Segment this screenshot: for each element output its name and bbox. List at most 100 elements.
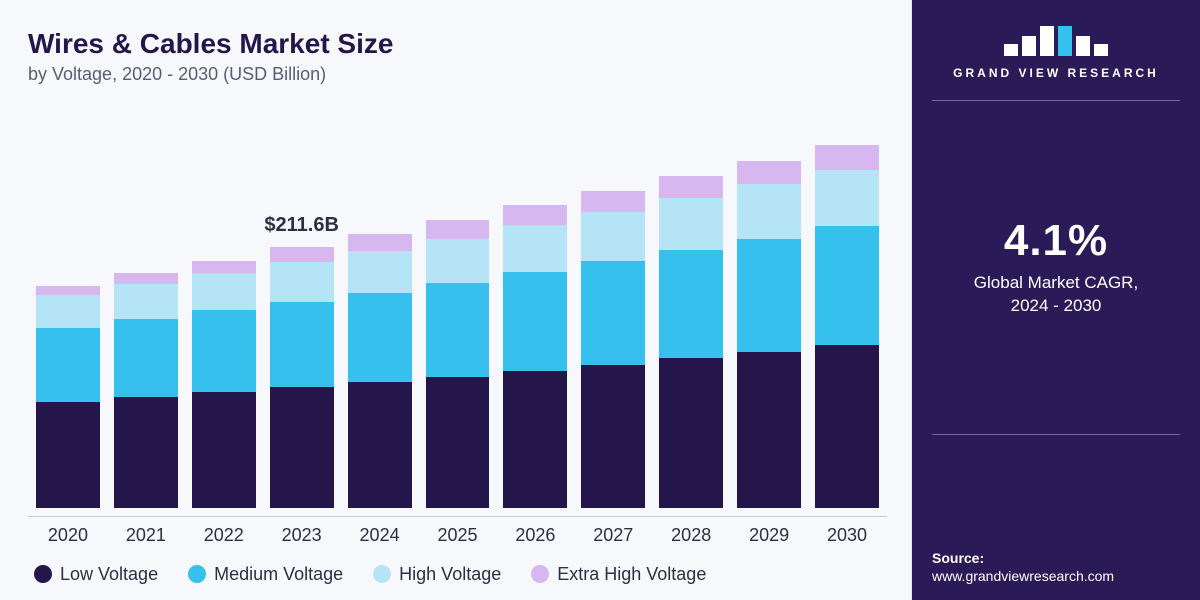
bar-segment bbox=[737, 184, 801, 238]
bar-stack bbox=[815, 145, 879, 508]
bar-segment bbox=[659, 358, 723, 507]
bar-stack bbox=[581, 191, 645, 508]
bar-segment bbox=[426, 283, 490, 377]
x-tick: 2024 bbox=[348, 525, 412, 546]
x-tick: 2027 bbox=[581, 525, 645, 546]
cagr-block: 4.1% Global Market CAGR, 2024 - 2030 bbox=[974, 216, 1138, 318]
bar-segment bbox=[114, 284, 178, 319]
bar-column bbox=[581, 191, 645, 508]
bar-column bbox=[815, 145, 879, 508]
divider bbox=[932, 434, 1180, 435]
bar-column bbox=[114, 273, 178, 507]
divider bbox=[932, 100, 1180, 101]
bar-segment bbox=[270, 387, 334, 508]
legend-label: Extra High Voltage bbox=[557, 564, 706, 585]
bar-segment bbox=[737, 352, 801, 507]
bar-segment bbox=[503, 225, 567, 272]
side-panel: GRAND VIEW RESEARCH 4.1% Global Market C… bbox=[912, 0, 1200, 600]
legend-label: Low Voltage bbox=[60, 564, 158, 585]
chart-panel: Wires & Cables Market Size by Voltage, 2… bbox=[0, 0, 912, 600]
x-tick: 2023 bbox=[270, 525, 334, 546]
bar-segment bbox=[348, 234, 412, 251]
bar-segment bbox=[659, 176, 723, 198]
bar-segment bbox=[36, 286, 100, 296]
bar-stack bbox=[36, 286, 100, 508]
legend-item: Medium Voltage bbox=[188, 564, 343, 585]
bar-stack bbox=[503, 205, 567, 507]
bar-segment bbox=[270, 302, 334, 387]
bar-segment bbox=[581, 261, 645, 365]
x-tick: 2026 bbox=[503, 525, 567, 546]
bar-segment bbox=[737, 239, 801, 352]
bar-segment bbox=[815, 170, 879, 227]
bar-stack bbox=[659, 176, 723, 508]
plot-area: $211.6B bbox=[28, 95, 887, 517]
bar-segment bbox=[348, 251, 412, 293]
bar-stack bbox=[192, 261, 256, 508]
x-tick: 2025 bbox=[426, 525, 490, 546]
bar-segment bbox=[192, 273, 256, 310]
bar-segment bbox=[581, 191, 645, 212]
bar-segment bbox=[426, 220, 490, 239]
bar-stack bbox=[270, 247, 334, 508]
bar-segment bbox=[36, 295, 100, 327]
brand-name: GRAND VIEW RESEARCH bbox=[953, 66, 1159, 80]
bar-stack bbox=[426, 220, 490, 507]
bar-column bbox=[503, 205, 567, 507]
bar-segment bbox=[36, 402, 100, 508]
bar-segment bbox=[503, 371, 567, 508]
legend-swatch-icon bbox=[531, 565, 549, 583]
bar-segment bbox=[114, 273, 178, 284]
bar-segment bbox=[426, 377, 490, 508]
bar-segment bbox=[426, 239, 490, 283]
bar-segment bbox=[815, 145, 879, 170]
chart-subtitle: by Voltage, 2020 - 2030 (USD Billion) bbox=[28, 64, 887, 85]
x-axis: 2020202120222023202420252026202720282029… bbox=[28, 517, 887, 546]
legend-label: Medium Voltage bbox=[214, 564, 343, 585]
bar-segment bbox=[192, 310, 256, 391]
legend-item: Low Voltage bbox=[34, 564, 158, 585]
x-tick: 2022 bbox=[192, 525, 256, 546]
bar-column bbox=[426, 220, 490, 507]
bar-segment bbox=[348, 382, 412, 508]
bar-segment bbox=[659, 250, 723, 359]
bar-segment bbox=[503, 205, 567, 225]
bar-stack bbox=[737, 161, 801, 508]
bar-segment bbox=[737, 161, 801, 184]
bar-stack bbox=[114, 273, 178, 507]
x-tick: 2030 bbox=[815, 525, 879, 546]
bar-column bbox=[659, 176, 723, 508]
cagr-label: Global Market CAGR, 2024 - 2030 bbox=[974, 272, 1138, 318]
source-block: Source: www.grandviewresearch.com bbox=[932, 550, 1180, 584]
x-tick: 2029 bbox=[737, 525, 801, 546]
legend-swatch-icon bbox=[34, 565, 52, 583]
bar-segment bbox=[659, 198, 723, 250]
bar-column bbox=[192, 261, 256, 508]
callout-label: $211.6B bbox=[264, 214, 339, 237]
x-tick: 2028 bbox=[659, 525, 723, 546]
legend-item: Extra High Voltage bbox=[531, 564, 706, 585]
cagr-value: 4.1% bbox=[974, 216, 1138, 266]
legend-label: High Voltage bbox=[399, 564, 501, 585]
bar-segment bbox=[36, 328, 100, 402]
legend-swatch-icon bbox=[373, 565, 391, 583]
bar-segment bbox=[192, 261, 256, 273]
bar-segment bbox=[815, 345, 879, 508]
source-url: www.grandviewresearch.com bbox=[932, 568, 1180, 584]
legend-swatch-icon bbox=[188, 565, 206, 583]
bar-column bbox=[737, 161, 801, 508]
bar-segment bbox=[270, 262, 334, 301]
bar-segment bbox=[815, 226, 879, 344]
bar-segment bbox=[503, 272, 567, 371]
bar-segment bbox=[581, 212, 645, 261]
bar-segment bbox=[270, 247, 334, 263]
bar-segment bbox=[348, 293, 412, 382]
brand-logo: GRAND VIEW RESEARCH bbox=[953, 26, 1159, 80]
x-tick: 2021 bbox=[114, 525, 178, 546]
bar-stack bbox=[348, 234, 412, 508]
bar-column: $211.6B bbox=[270, 247, 334, 508]
chart-title: Wires & Cables Market Size bbox=[28, 28, 887, 60]
bar-column bbox=[348, 234, 412, 508]
legend: Low Voltage Medium Voltage High Voltage Ext… bbox=[28, 564, 887, 585]
bar-segment bbox=[114, 397, 178, 508]
